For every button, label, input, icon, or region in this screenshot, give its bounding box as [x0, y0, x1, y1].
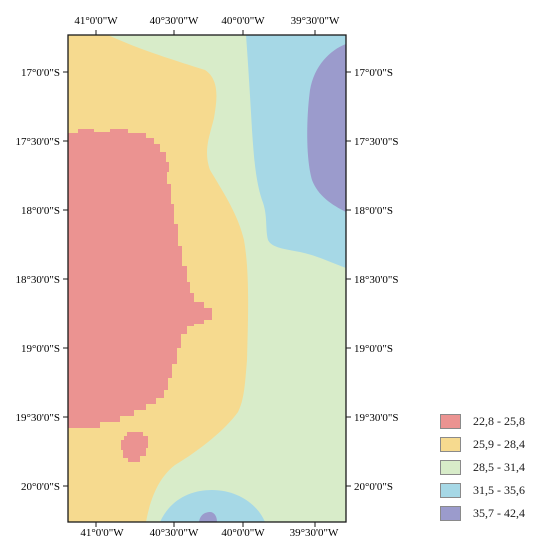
lon-label-top-2: 40°30'0"W — [150, 15, 199, 27]
lat-label-right-4: 18°30'0"S — [354, 274, 399, 286]
legend-swatch — [440, 460, 461, 475]
lon-label-bottom-1: 41°0'0"W — [80, 527, 124, 539]
zone-22-8-25-8 — [68, 129, 212, 428]
legend-item-1: 22,8 - 25,8 — [440, 414, 545, 432]
legend-label: 35,7 - 42,4 — [473, 506, 525, 520]
legend-label: 28,5 - 31,4 — [473, 460, 525, 474]
lat-label-right-7: 20°0'0"S — [354, 481, 393, 493]
lat-label-left-7: 20°0'0"S — [21, 481, 60, 493]
lon-label-top-3: 40°0'0"W — [221, 15, 265, 27]
legend-swatch — [440, 414, 461, 429]
zone-35-7-42-4-north — [307, 44, 346, 212]
map-legend: 22,8 - 25,8 25,9 - 28,4 28,5 - 31,4 31,5… — [440, 414, 545, 529]
legend-label: 31,5 - 35,6 — [473, 483, 525, 497]
legend-swatch — [440, 506, 461, 521]
map-zones — [68, 35, 346, 522]
legend-swatch — [440, 437, 461, 452]
lon-label-top-1: 41°0'0"W — [74, 15, 118, 27]
legend-label: 25,9 - 28,4 — [473, 437, 525, 451]
legend-item-3: 28,5 - 31,4 — [440, 460, 545, 478]
lon-label-bottom-4: 39°30'0"W — [290, 527, 339, 539]
legend-item-4: 31,5 - 35,6 — [440, 483, 545, 501]
lat-label-left-1: 17°0'0"S — [21, 67, 60, 79]
lon-label-bottom-3: 40°0'0"W — [221, 527, 265, 539]
lat-label-right-1: 17°0'0"S — [354, 67, 393, 79]
lat-label-right-6: 19°30'0"S — [354, 412, 399, 424]
zone-35-7-42-4-south — [199, 512, 217, 522]
legend-label: 22,8 - 25,8 — [473, 414, 525, 428]
zone-31-5-35-6-south — [160, 490, 265, 522]
map-ticks — [63, 30, 351, 527]
lat-label-left-2: 17°30'0"S — [16, 136, 61, 148]
lat-label-left-4: 18°30'0"S — [16, 274, 61, 286]
legend-item-5: 35,7 - 42,4 — [440, 506, 545, 524]
lat-label-left-6: 19°30'0"S — [16, 412, 61, 424]
legend-swatch — [440, 483, 461, 498]
lat-label-left-5: 19°0'0"S — [21, 343, 60, 355]
lon-label-bottom-2: 40°30'0"W — [150, 527, 199, 539]
lat-label-right-2: 17°30'0"S — [354, 136, 399, 148]
lon-label-top-4: 39°30'0"W — [291, 15, 340, 27]
legend-item-2: 25,9 - 28,4 — [440, 437, 545, 455]
lat-label-left-3: 18°0'0"S — [21, 205, 60, 217]
lat-label-right-5: 19°0'0"S — [354, 343, 393, 355]
lat-label-right-3: 18°0'0"S — [354, 205, 393, 217]
zone-22-8-25-8-islet — [121, 432, 148, 462]
